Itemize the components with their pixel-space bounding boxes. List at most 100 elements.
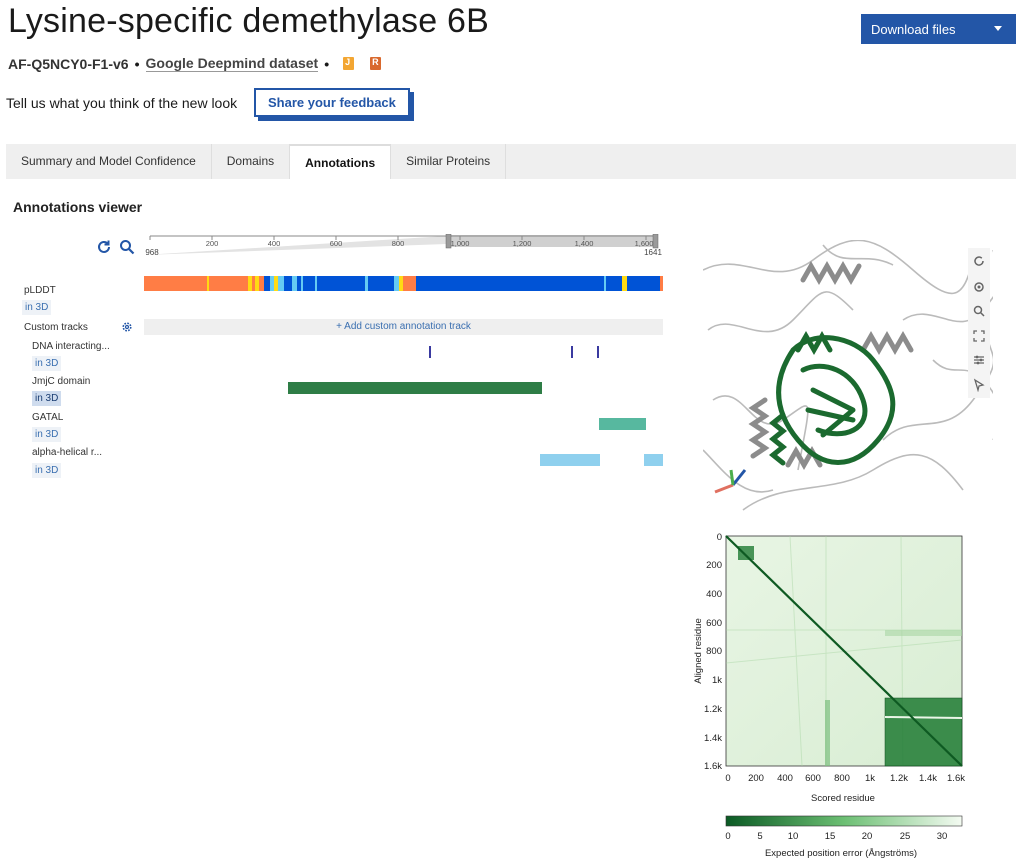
plddt-segment	[317, 276, 365, 291]
tab-bar: Summary and Model Confidence Domains Ann…	[6, 144, 1016, 179]
ruler-tick-label: 400	[268, 239, 281, 248]
dataset-link[interactable]: Google Deepmind dataset	[145, 55, 319, 72]
plddt-segment	[399, 276, 403, 291]
plddt-segment	[660, 276, 663, 291]
search-icon[interactable]	[119, 239, 135, 255]
plddt-track[interactable]	[144, 276, 664, 291]
plddt-segment	[604, 276, 606, 291]
plddt-segment	[274, 276, 278, 291]
dna-interacting-marker[interactable]	[571, 346, 573, 358]
gear-icon[interactable]	[120, 320, 134, 334]
add-custom-track-button[interactable]: + Add custom annotation track	[144, 319, 663, 335]
cursor-icon[interactable]	[972, 378, 986, 392]
plddt-segment	[403, 276, 416, 291]
pae-block	[738, 546, 754, 560]
page-title: Lysine-specific demethylase 6B	[8, 2, 489, 40]
ruler-tick-label: 800	[392, 239, 405, 248]
plddt-segment	[264, 276, 270, 291]
ruler-tick-label: 600	[330, 239, 343, 248]
screenshot-icon[interactable]	[972, 280, 986, 294]
plddt-segment	[292, 276, 297, 291]
plddt-segment	[284, 276, 292, 291]
plddt-segment	[207, 276, 209, 291]
pae-x-tick: 0	[725, 773, 730, 784]
pae-x-tick: 1.4k	[919, 773, 937, 784]
reset-icon[interactable]	[96, 239, 112, 255]
plddt-segment	[301, 276, 303, 291]
expand-icon[interactable]	[972, 329, 986, 343]
plddt-segment	[255, 276, 259, 291]
colorbar-tick: 25	[900, 831, 911, 842]
r-file-icon[interactable]: R	[370, 57, 382, 70]
tab-annotations[interactable]: Annotations	[290, 144, 392, 179]
plddt-segment	[209, 276, 248, 291]
feedback-prompt: Tell us what you think of the new look	[6, 95, 238, 111]
share-feedback-button[interactable]: Share your feedback	[254, 88, 410, 117]
structure-render[interactable]	[703, 240, 993, 516]
helical-feature[interactable]	[644, 454, 663, 466]
plddt-segment	[303, 276, 315, 291]
plddt-segment	[416, 276, 604, 291]
in3d-toggle-plddt[interactable]: in 3D	[22, 300, 52, 315]
colorbar-tick: 15	[825, 831, 836, 842]
model-id-line: AF-Q5NCY0-F1-v6 • Google Deepmind datase…	[8, 55, 382, 72]
tab-domains[interactable]: Domains	[212, 144, 291, 179]
in3d-toggle-dna[interactable]: in 3D	[32, 356, 62, 371]
plddt-segment	[606, 276, 622, 291]
plddt-segment	[622, 276, 627, 291]
separator: •	[134, 55, 140, 72]
download-files-label: Download files	[871, 22, 956, 37]
helical-feature[interactable]	[540, 454, 600, 466]
in3d-toggle-helical[interactable]: in 3D	[32, 463, 62, 478]
plddt-segment	[315, 276, 317, 291]
json-file-icon[interactable]: J	[343, 57, 355, 70]
ruler-tick-label: 1,200	[513, 239, 532, 248]
download-files-button[interactable]: Download files	[861, 14, 1016, 44]
zoom-icon[interactable]	[972, 304, 986, 318]
in3d-toggle-jmjc[interactable]: in 3D	[32, 391, 62, 406]
ruler-tick-label: 1,400	[575, 239, 594, 248]
pae-plot[interactable]: 0 200 400 600 800 1k 1.2k 1.4k 1.6k 0 20…	[690, 530, 970, 862]
tab-summary[interactable]: Summary and Model Confidence	[6, 144, 212, 179]
ruler-tick-label: 200	[206, 239, 219, 248]
chevron-down-icon[interactable]	[994, 26, 1002, 31]
colorbar-tick: 10	[788, 831, 799, 842]
gatal-feature[interactable]	[599, 418, 646, 430]
plddt-segment	[627, 276, 660, 291]
separator: •	[324, 55, 330, 72]
pae-x-tick: 1.2k	[890, 773, 908, 784]
pae-y-tick: 600	[706, 618, 722, 629]
pae-x-tick: 600	[805, 773, 821, 784]
pae-x-label: Scored residue	[811, 793, 875, 804]
dna-interacting-marker[interactable]	[429, 346, 431, 358]
pae-y-tick: 800	[706, 646, 722, 657]
track-label-dna: DNA interacting...	[32, 341, 110, 352]
pae-y-tick: 400	[706, 589, 722, 600]
model-id: AF-Q5NCY0-F1-v6	[8, 55, 129, 72]
ruler-tick-label: 1,000	[451, 239, 470, 248]
range-start-value: 968	[145, 248, 159, 257]
pae-x-tick: 400	[777, 773, 793, 784]
settings-sliders-icon[interactable]	[972, 353, 986, 367]
pae-y-tick: 1.6k	[704, 761, 722, 772]
pae-y-tick: 200	[706, 560, 722, 571]
plddt-segment	[252, 276, 255, 291]
plddt-segment	[144, 276, 208, 291]
range-end-value: 1641	[644, 248, 662, 257]
structure-3d-viewer[interactable]	[703, 240, 993, 516]
in3d-toggle-gatal[interactable]: in 3D	[32, 427, 62, 442]
plddt-segment	[394, 276, 399, 291]
sequence-ruler[interactable]: 200 400 600 800 1,000 1,200 1,400 1,600 …	[144, 234, 664, 260]
viewer-toolbar	[968, 248, 990, 398]
pae-x-tick: 800	[834, 773, 850, 784]
jmjc-domain-feature[interactable]	[288, 382, 542, 394]
dna-interacting-marker[interactable]	[597, 346, 599, 358]
plddt-segment	[259, 276, 264, 291]
colorbar-label: Expected position error (Ångströms)	[765, 848, 917, 859]
pae-x-tick: 1k	[865, 773, 875, 784]
plddt-segment	[270, 276, 274, 291]
tab-similar-proteins[interactable]: Similar Proteins	[391, 144, 507, 179]
pae-y-tick: 0	[717, 532, 722, 543]
plddt-segment	[365, 276, 368, 291]
reset-view-icon[interactable]	[972, 254, 986, 268]
